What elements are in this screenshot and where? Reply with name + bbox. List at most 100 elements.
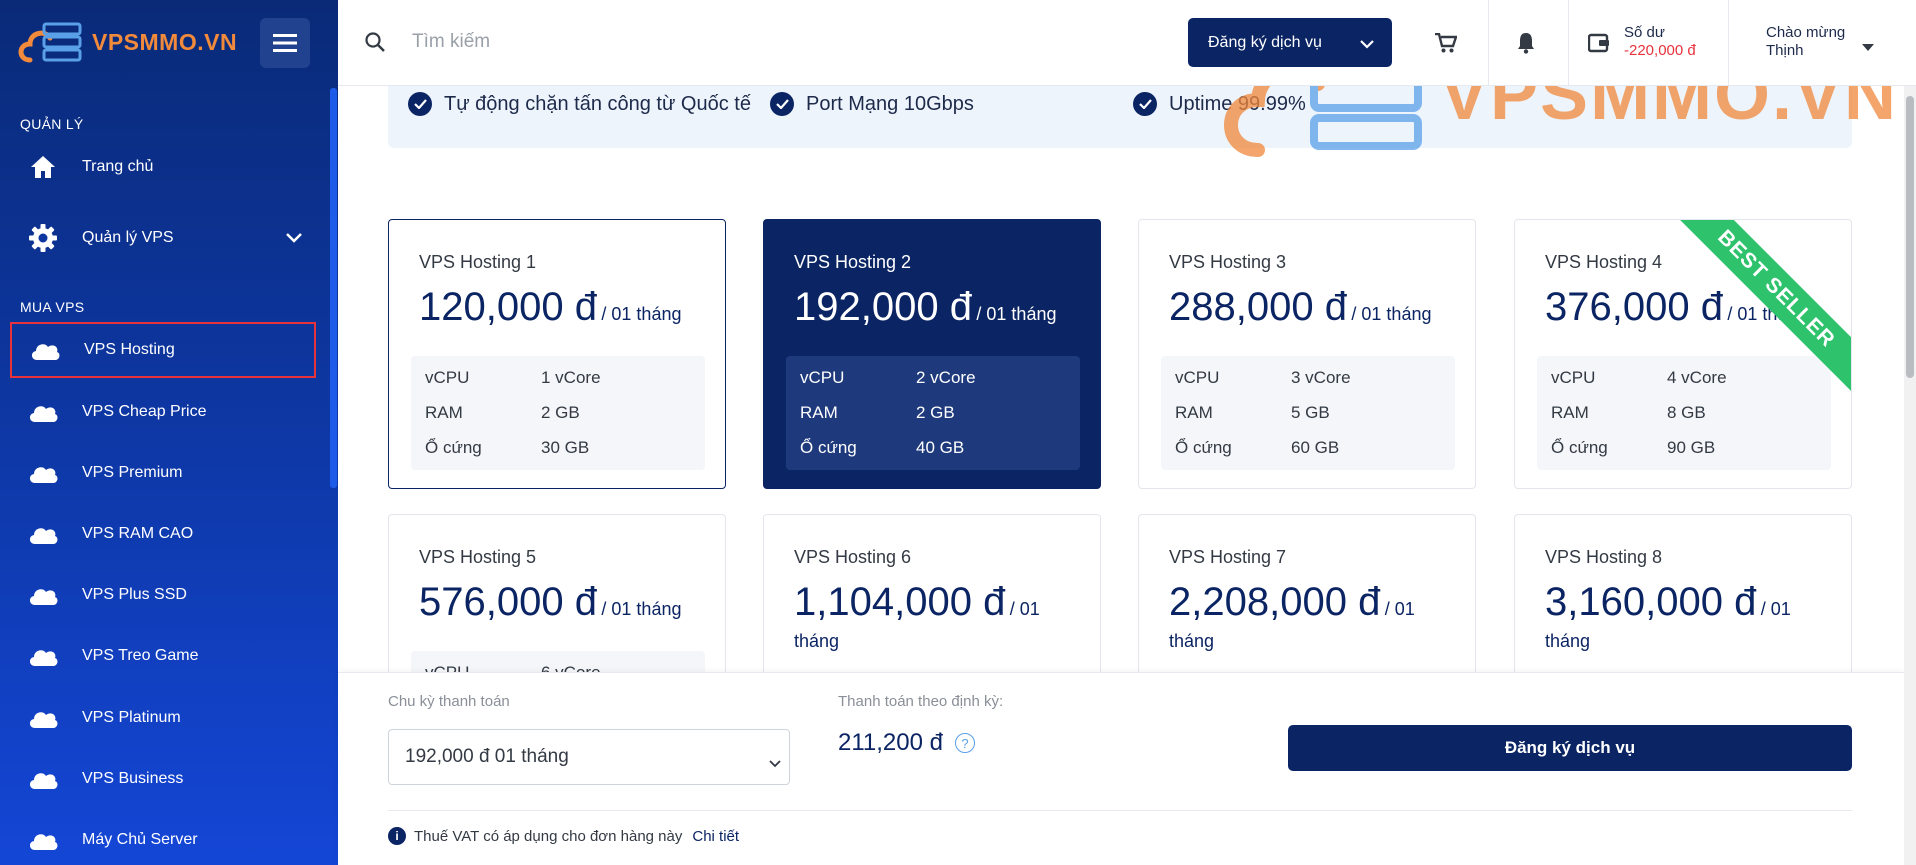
notifications-button[interactable] xyxy=(1496,0,1556,86)
server-cloud-icon xyxy=(18,22,82,63)
sidebar-item-label: VPS Hosting xyxy=(84,341,175,358)
info-icon: i xyxy=(388,827,406,845)
chevron-down-icon xyxy=(286,230,302,248)
sidebar-scrollbar[interactable] xyxy=(330,88,337,488)
plan-price-amount: 1,104,000 đ xyxy=(794,580,1006,624)
bell-icon xyxy=(1518,33,1534,54)
sidebar-item-vps-plus-ssd[interactable]: VPS Plus SSD xyxy=(10,567,316,623)
gear-icon xyxy=(28,223,58,253)
plan-price: 3,160,000 đ / 01 tháng xyxy=(1545,582,1835,658)
sidebar-item-vps-platinum[interactable]: VPS Platinum xyxy=(10,690,316,746)
spec-label: Ổ cứng xyxy=(800,438,857,457)
plan-specs: vCPU 3 vCore RAM 5 GB Ổ cứng 60 GB xyxy=(1161,356,1455,470)
plan-price-amount: 288,000 đ xyxy=(1169,285,1347,329)
spec-row-ram: RAM 8 GB xyxy=(1551,403,1706,423)
sidebar-item-label: VPS Treo Game xyxy=(82,647,199,664)
plan-name: VPS Hosting 4 xyxy=(1545,252,1663,272)
logo[interactable]: VPSMMO.VN xyxy=(16,20,237,64)
plan-price-amount: 3,160,000 đ xyxy=(1545,580,1757,624)
account-balance[interactable]: Số dư -220,000 đ xyxy=(1624,24,1696,60)
top-bar: Đăng ký dịch vụ Số dư -220,000 đ Chào mừ… xyxy=(338,0,1916,86)
plan-name: VPS Hosting 5 xyxy=(419,547,537,567)
vat-details-link[interactable]: Chi tiết xyxy=(692,827,740,845)
spec-value: 4 vCore xyxy=(1667,368,1727,387)
vat-note-text: Thuế VAT có áp dụng cho đơn hàng này xyxy=(414,827,683,845)
spec-row-ram: RAM 2 GB xyxy=(800,403,955,423)
hamburger-menu-button[interactable] xyxy=(260,18,310,68)
spec-value: 2 GB xyxy=(541,403,580,422)
plan-card-vps-hosting-3[interactable]: VPS Hosting 3 288,000 đ / 01 tháng vCPU 3… xyxy=(1138,219,1476,489)
plan-card-vps-hosting-4[interactable]: VPS Hosting 4 376,000 đ / 01 tháng vCPU 4… xyxy=(1514,219,1852,489)
user-menu[interactable]: Chào mừng Thịnh xyxy=(1766,24,1874,60)
plan-price: 192,000 đ / 01 tháng xyxy=(794,287,1084,331)
spec-label: RAM xyxy=(800,403,838,422)
spec-row-cpu: vCPU 1 vCore xyxy=(425,368,601,388)
plan-card-vps-hosting-2[interactable]: VPS Hosting 2 192,000 đ / 01 tháng vCPU 2… xyxy=(763,219,1101,489)
sidebar-item-label: VPS Premium xyxy=(82,464,183,481)
check-circle-icon xyxy=(408,92,432,116)
feature-text: Tự động chặn tấn công từ Quốc tế xyxy=(444,92,751,115)
spec-value: 90 GB xyxy=(1667,438,1716,457)
spec-row-ram: RAM 2 GB xyxy=(425,403,580,423)
spec-value: 2 vCore xyxy=(916,368,976,387)
feature-text: Port Mạng 10Gbps xyxy=(806,92,974,115)
search-input[interactable] xyxy=(412,24,912,60)
page-scrollbar[interactable] xyxy=(1904,86,1916,865)
sidebar: VPSMMO.VN QUẢN LÝ Trang chủ xyxy=(0,0,338,865)
spec-value: 5 GB xyxy=(1291,403,1330,422)
cloud-icon xyxy=(28,641,58,671)
cart-icon xyxy=(1435,33,1457,53)
check-circle-icon xyxy=(770,92,794,116)
sidebar-header: VPSMMO.VN xyxy=(0,0,338,86)
caret-down-icon xyxy=(1862,38,1874,56)
register-service-button[interactable]: Đăng ký dịch vụ xyxy=(1288,725,1852,771)
plan-specs: vCPU 4 vCore RAM 8 GB Ổ cứng 90 GB xyxy=(1537,356,1831,470)
cart-button[interactable] xyxy=(1418,0,1474,86)
question-circle-icon[interactable]: ? xyxy=(955,733,975,753)
billing-cycle-select[interactable]: 192,000 đ 01 tháng xyxy=(388,729,790,785)
spec-value: 2 GB xyxy=(916,403,955,422)
sidebar-item-manage-vps[interactable]: Quản lý VPS xyxy=(10,210,316,266)
spec-value: 60 GB xyxy=(1291,438,1340,457)
cloud-icon xyxy=(28,458,58,488)
sidebar-item-vps-ram-cao[interactable]: VPS RAM CAO xyxy=(10,506,316,562)
billing-cycle-value: 192,000 đ 01 tháng xyxy=(405,746,569,767)
sidebar-item-vps-treo-game[interactable]: VPS Treo Game xyxy=(10,628,316,684)
register-service-dropdown-button[interactable]: Đăng ký dịch vụ xyxy=(1188,18,1392,67)
recurring-payment: 211,200 đ ? xyxy=(838,729,975,757)
cloud-icon xyxy=(30,335,60,365)
hamburger-icon xyxy=(273,34,297,52)
sidebar-item-vps-cheap-price[interactable]: VPS Cheap Price xyxy=(10,384,316,440)
sidebar-item-label: VPS RAM CAO xyxy=(82,525,194,542)
divider xyxy=(1568,0,1569,86)
plan-name: VPS Hosting 3 xyxy=(1169,252,1287,272)
plan-name: VPS Hosting 6 xyxy=(794,547,912,567)
plan-card-vps-hosting-1[interactable]: VPS Hosting 1 120,000 đ / 01 tháng vCPU 1… xyxy=(388,219,726,489)
sidebar-section-manage: QUẢN LÝ xyxy=(20,116,84,132)
scrollbar-thumb[interactable] xyxy=(1906,96,1914,378)
spec-row-cpu: vCPU 2 vCore xyxy=(800,368,976,388)
plan-price: 576,000 đ / 01 tháng xyxy=(419,582,709,626)
balance-value: -220,000 đ xyxy=(1624,42,1696,59)
plan-name: VPS Hosting 8 xyxy=(1545,547,1663,567)
sidebar-section-buy-vps: MUA VPS xyxy=(20,299,85,315)
sidebar-item-vps-premium[interactable]: VPS Premium xyxy=(10,445,316,501)
spec-label: vCPU xyxy=(800,368,845,387)
register-service-label: Đăng ký dịch vụ xyxy=(1208,33,1322,51)
spec-row-cpu: vCPU 4 vCore xyxy=(1551,368,1727,388)
spec-row-cpu: vCPU 3 vCore xyxy=(1175,368,1351,388)
sidebar-item-home[interactable]: Trang chủ xyxy=(10,139,316,195)
spec-row-disk: Ổ cứng 90 GB xyxy=(1551,438,1715,458)
sidebar-item-label: Quản lý VPS xyxy=(82,229,174,246)
search-icon[interactable] xyxy=(364,31,386,58)
spec-value: 40 GB xyxy=(916,438,965,457)
plan-price-amount: 120,000 đ xyxy=(419,285,597,329)
sidebar-item-vps-hosting[interactable]: VPS Hosting xyxy=(10,322,316,378)
sidebar-item-vps-business[interactable]: VPS Business xyxy=(10,751,316,807)
sidebar-item-may-chu-server[interactable]: Máy Chủ Server xyxy=(10,812,316,865)
spec-label: Ổ cứng xyxy=(1551,438,1608,457)
plan-period: / 01 tháng xyxy=(976,304,1057,324)
spec-label: RAM xyxy=(425,403,463,422)
order-summary-bar: Chu kỳ thanh toán 192,000 đ 01 tháng Tha… xyxy=(338,672,1904,865)
cloud-icon xyxy=(28,764,58,794)
